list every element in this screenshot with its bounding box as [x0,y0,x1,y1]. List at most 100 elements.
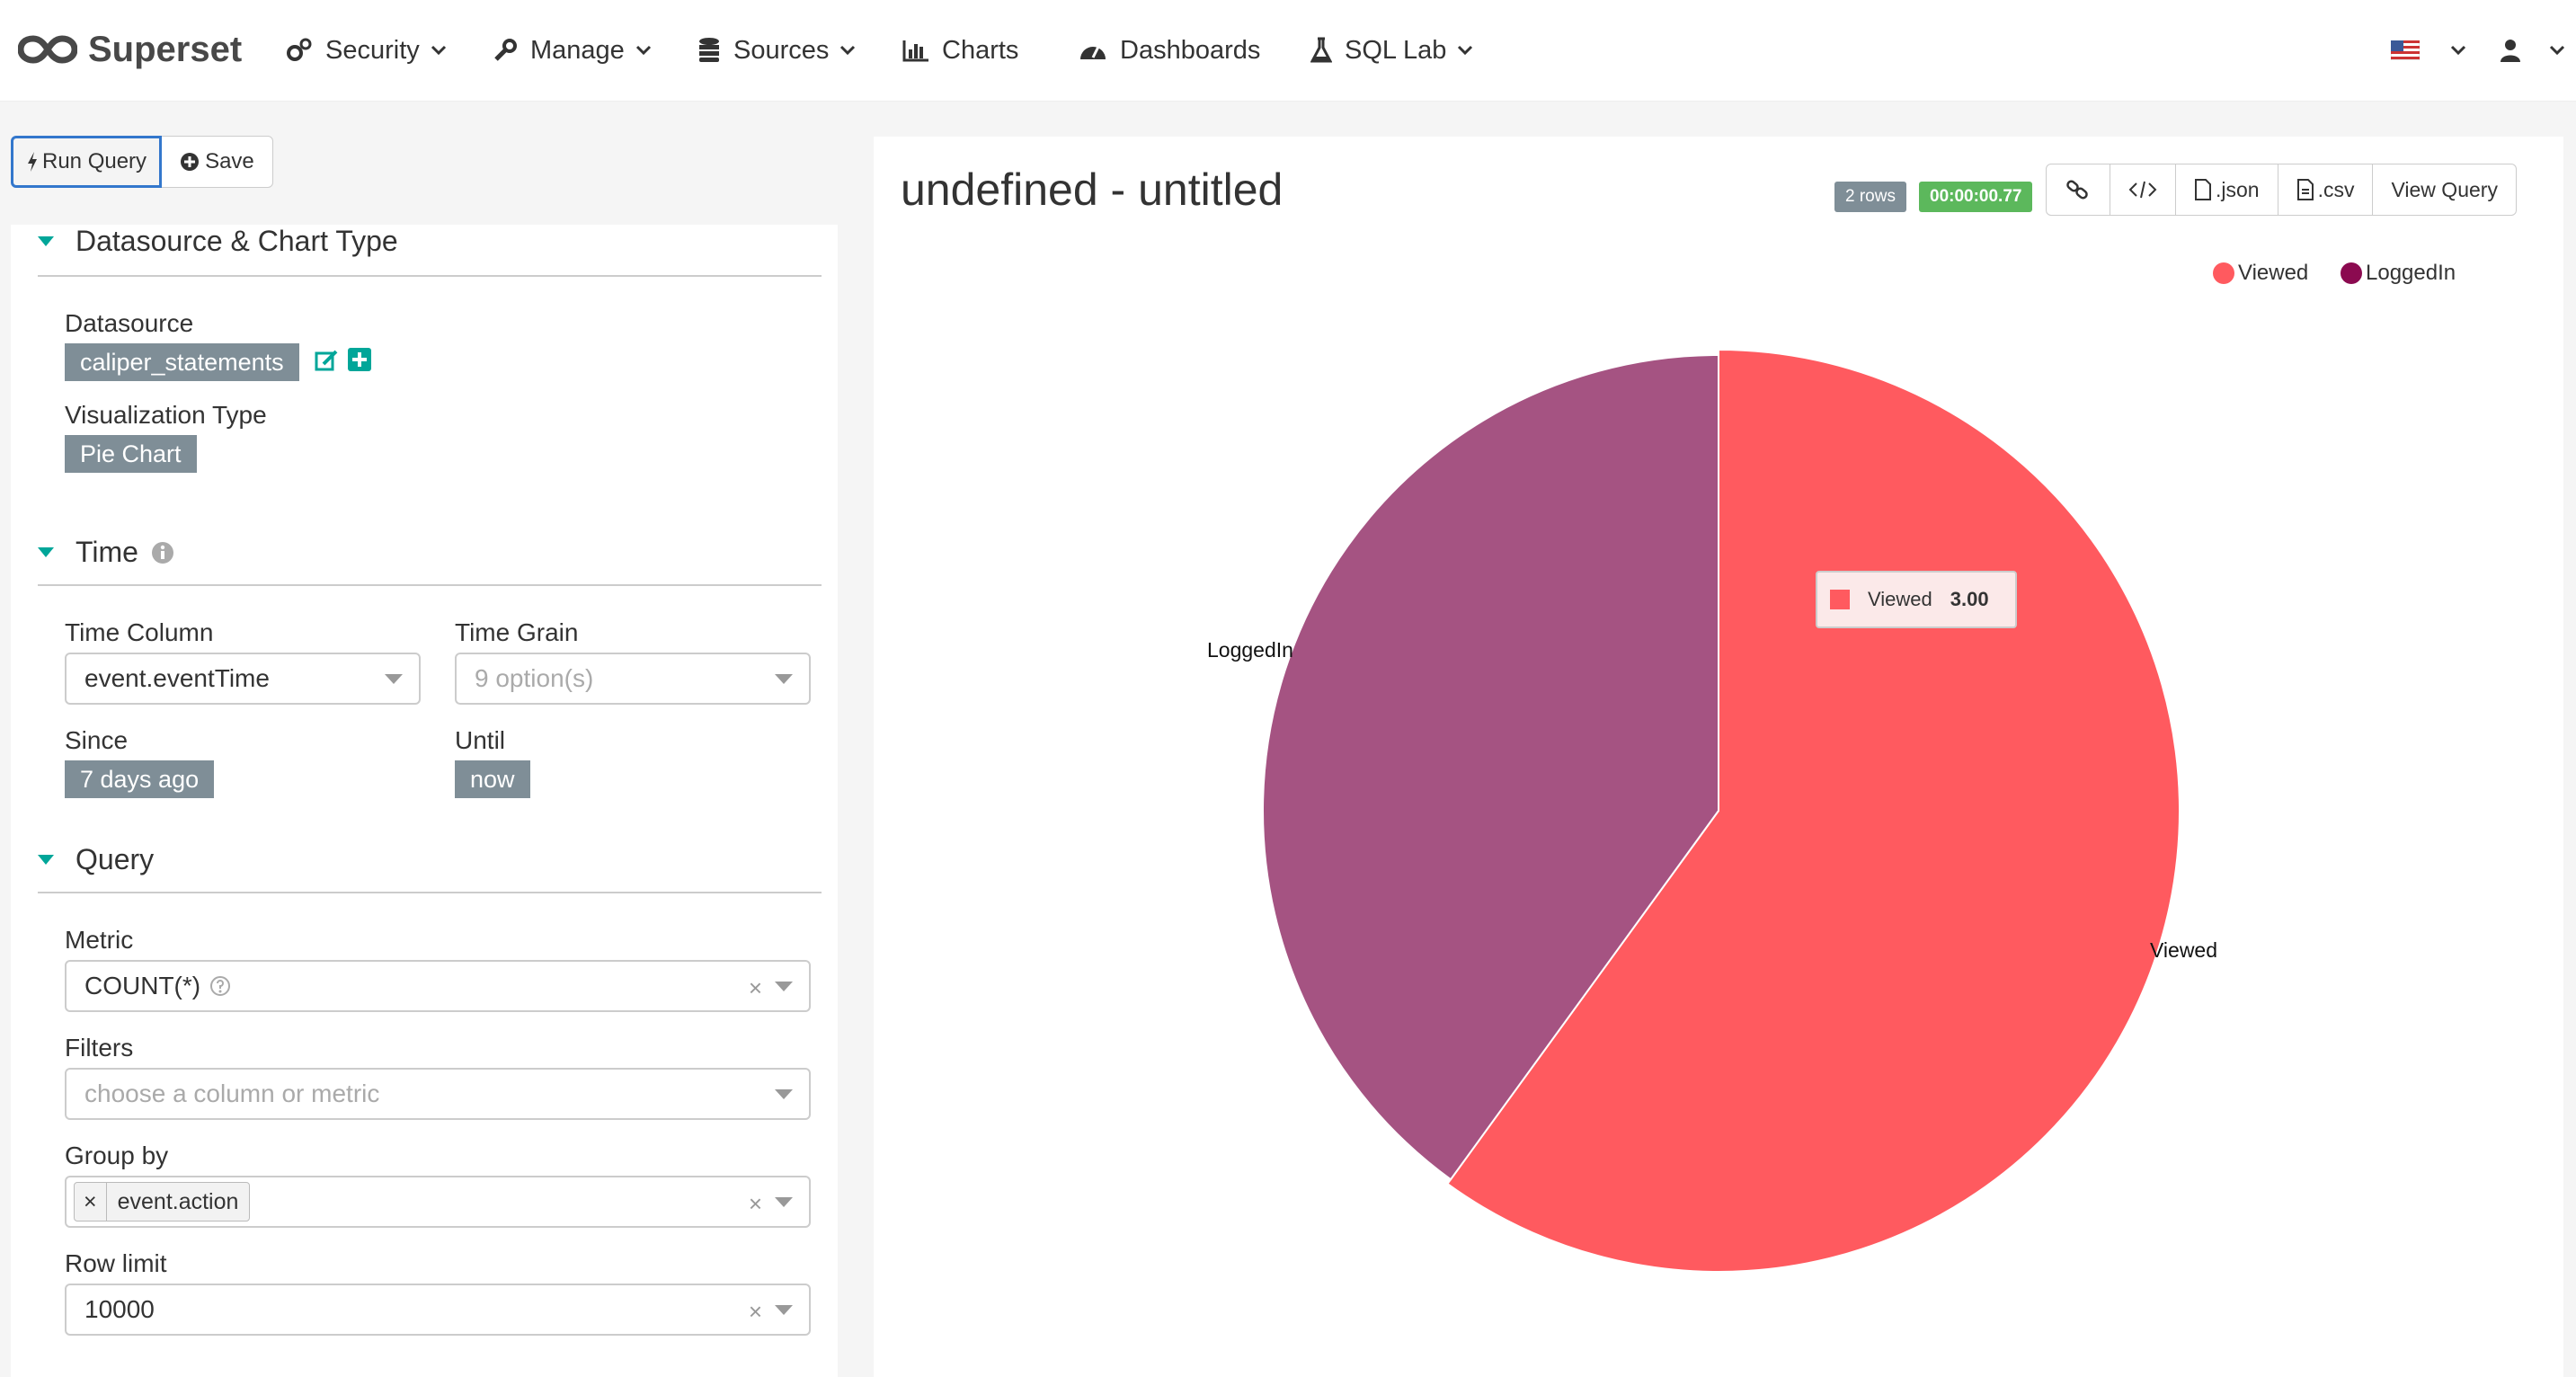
filters-placeholder: choose a column or metric [84,1079,380,1107]
group-by-value: event.action [117,1188,239,1214]
dropdown-arrow-icon [385,674,403,684]
remove-chip-icon[interactable]: × [75,1183,107,1221]
filters-label: Filters [65,1034,134,1062]
group-by-select[interactable]: × event.action × [65,1176,811,1228]
section-divider [38,892,822,893]
add-icon[interactable] [348,348,371,371]
clear-icon[interactable]: × [748,1190,762,1217]
nav-dashboards-label: Dashboards [1120,35,1261,65]
time-grain-select[interactable]: 9 option(s) [455,653,811,705]
group-by-label: Group by [65,1142,169,1169]
bolt-icon [28,152,37,172]
legend-item-viewed[interactable]: Viewed [2213,261,2308,286]
database-icon [699,38,719,62]
link-icon [2066,180,2088,200]
time-column-label: Time Column [65,618,214,646]
query-time-badge: 00:00:00.77 [1919,182,2033,212]
nav-manage-label: Manage [530,35,625,65]
nav-manage[interactable]: Manage [493,27,664,74]
row-limit-select[interactable]: 10000 × [65,1284,811,1336]
legend-item-loggedin[interactable]: LoggedIn [2341,261,2456,286]
row-limit-label: Row limit [65,1249,167,1277]
time-column-value: event.eventTime [84,664,270,692]
since-tag[interactable]: 7 days ago [65,760,215,798]
chart-title[interactable]: undefined - untitled [901,164,1284,215]
export-csv-label: .csv [2317,177,2355,201]
chevron-down-icon [1458,45,1473,56]
slice-label-loggedin: LoggedIn [1207,638,1293,662]
wrench-icon [494,39,517,61]
filters-select[interactable]: choose a column or metric [65,1068,811,1120]
file-code-icon [2195,179,2211,200]
section-header-time[interactable]: Time [38,536,174,569]
export-csv-button[interactable]: .csv [2277,164,2374,216]
run-query-label: Run Query [42,149,147,173]
language-selector[interactable] [2391,27,2479,74]
tooltip-label: Viewed [1868,588,1932,610]
top-navbar: Superset Security Manage Sources [0,0,2576,102]
view-query-label: View Query [2391,177,2498,201]
clear-icon[interactable]: × [748,974,762,1001]
slice-label-viewed: Viewed [2150,938,2218,962]
chevron-down-icon [2549,45,2565,56]
nav-sources-label: Sources [733,35,830,65]
file-text-icon [2296,179,2314,200]
view-query-button[interactable]: View Query [2372,164,2517,216]
chevron-down-icon [2450,45,2466,56]
until-tag[interactable]: now [455,760,530,798]
dropdown-arrow-icon [775,1305,793,1315]
edit-icon[interactable] [315,348,340,373]
gears-icon [287,38,312,61]
clear-icon[interactable]: × [748,1298,762,1325]
viz-type-tag[interactable]: Pie Chart [65,435,197,473]
section-title-datasource: Datasource & Chart Type [76,225,398,257]
nav-security[interactable]: Security [286,27,459,74]
plus-circle-icon [181,153,200,171]
export-json-button[interactable]: .json [2175,164,2278,216]
section-divider [38,275,822,277]
time-grain-placeholder: 9 option(s) [475,664,594,692]
pie-slice-loggedin[interactable] [1262,353,1719,1181]
nav-sql-lab[interactable]: SQL Lab [1310,27,1486,74]
nav-sources[interactable]: Sources [697,27,868,74]
nav-charts-label: Charts [942,35,1019,65]
info-icon[interactable] [151,541,174,564]
dropdown-arrow-icon [775,982,793,991]
metric-value: COUNT(*) [84,972,201,999]
section-title-time: Time [76,536,138,568]
chart-toolbar: .json .csv View Query [2046,164,2517,216]
time-column-select[interactable]: event.eventTime [65,653,421,705]
dropdown-arrow-icon [775,674,793,684]
help-icon[interactable] [209,975,231,997]
nav-charts[interactable]: Charts [902,27,1018,74]
run-query-button[interactable]: Run Query [11,136,163,188]
chevron-down-icon [840,45,856,56]
metric-select[interactable]: COUNT(*) × [65,960,811,1012]
tooltip-swatch [1830,590,1850,609]
caret-down-icon [38,235,54,246]
metric-label: Metric [65,926,134,954]
row-limit-value: 10000 [84,1295,155,1323]
datasource-tag[interactable]: caliper_statements [65,343,299,381]
caret-down-icon [38,546,54,557]
query-actions: Run Query Save [11,136,273,188]
chart-panel: undefined - untitled 2 rows 00:00:00.77 … [874,137,2563,1377]
user-icon [2500,40,2520,62]
save-button[interactable]: Save [162,136,273,188]
brand[interactable]: Superset [18,23,242,76]
embed-code-button[interactable] [2110,164,2176,216]
us-flag-icon [2391,40,2420,60]
since-label: Since [65,726,129,754]
section-header-query[interactable]: Query [38,843,154,876]
section-header-datasource[interactable]: Datasource & Chart Type [38,225,398,258]
caret-down-icon [38,854,54,865]
until-label: Until [455,726,506,754]
section-divider [38,584,822,586]
legend-swatch [2213,262,2234,284]
controls-panel: Datasource & Chart Type Datasource calip… [11,225,838,1377]
dropdown-arrow-icon [775,1197,793,1207]
link-button[interactable] [2046,164,2110,216]
nav-dashboards[interactable]: Dashboards [1079,27,1260,74]
flask-icon [1310,37,1332,63]
user-menu[interactable] [2500,27,2576,74]
